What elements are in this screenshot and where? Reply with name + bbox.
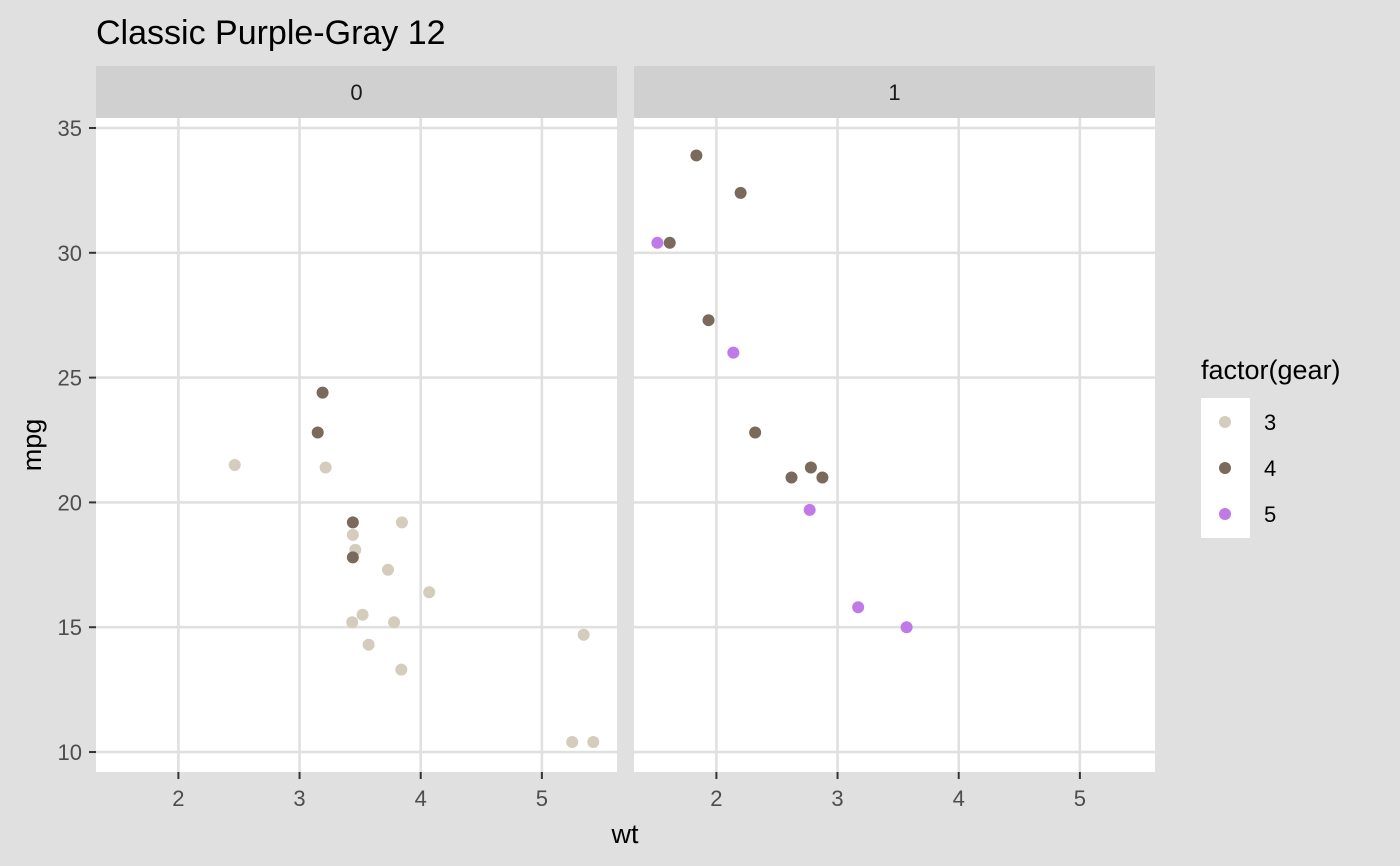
data-point [346, 616, 359, 629]
data-point [346, 551, 359, 564]
legend-title: factor(gear) [1201, 355, 1341, 385]
data-point [319, 461, 332, 474]
data-point [663, 236, 676, 249]
legend-item: 3 [1219, 410, 1276, 435]
legend-label: 5 [1264, 502, 1276, 527]
data-point [362, 638, 375, 651]
data-point [423, 586, 436, 599]
data-point [346, 528, 359, 541]
data-point [577, 628, 590, 641]
legend: factor(gear) 3 4 5 [1201, 355, 1341, 538]
data-point [346, 516, 359, 529]
data-point [702, 314, 715, 327]
data-point [388, 616, 401, 629]
facet-strip [96, 66, 617, 118]
legend-item: 4 [1219, 456, 1276, 481]
legend-key [1219, 462, 1231, 474]
chart-title: Classic Purple-Gray 12 [96, 14, 446, 52]
data-point [356, 608, 369, 621]
data-point [785, 471, 798, 484]
y-tick-label: 25 [58, 366, 82, 391]
data-point [727, 346, 740, 359]
y-tick-label: 10 [58, 740, 82, 765]
data-point [804, 461, 817, 474]
data-point [900, 621, 913, 634]
facet-panel: 0 [96, 66, 617, 772]
data-point [816, 471, 829, 484]
x-tick-label: 2 [172, 786, 184, 811]
facet-panel: 1 [634, 66, 1155, 772]
x-tick-label: 4 [953, 786, 965, 811]
data-point [395, 663, 408, 676]
legend-key [1219, 508, 1231, 520]
y-tick-label: 30 [58, 241, 82, 266]
facet-strip [634, 66, 1155, 118]
data-point [587, 736, 600, 749]
x-tick-label: 3 [293, 786, 305, 811]
data-point [852, 601, 865, 614]
data-point [395, 516, 408, 529]
data-point [651, 236, 664, 249]
x-tick-label: 3 [831, 786, 843, 811]
y-tick-label: 15 [58, 615, 82, 640]
y-axis: 10 15 20 25 30 35 [58, 116, 96, 765]
legend-label: 3 [1264, 410, 1276, 435]
data-point [803, 503, 816, 516]
y-axis-title: mpg [17, 419, 47, 472]
y-tick-label: 35 [58, 116, 82, 141]
data-point [228, 458, 241, 471]
x-tick-label: 4 [415, 786, 427, 811]
legend-item: 5 [1219, 502, 1276, 527]
panel-background [634, 118, 1155, 772]
data-point [690, 149, 703, 162]
facet-strip-label: 1 [888, 80, 900, 105]
x-axis-title: wt [611, 819, 639, 849]
legend-label: 4 [1264, 456, 1276, 481]
x-tick-label: 5 [1074, 786, 1086, 811]
data-point [734, 186, 747, 199]
x-axis: 2 3 4 5 2 3 4 5 [172, 772, 1086, 811]
x-tick-label: 2 [710, 786, 722, 811]
panel-background [96, 118, 617, 772]
legend-key [1219, 416, 1231, 428]
data-point [749, 426, 762, 439]
y-tick-label: 20 [58, 490, 82, 515]
data-point [382, 563, 395, 576]
facet-strip-label: 0 [350, 80, 362, 105]
data-point [311, 426, 324, 439]
x-tick-label: 5 [536, 786, 548, 811]
data-point [566, 736, 579, 749]
data-point [316, 386, 329, 399]
